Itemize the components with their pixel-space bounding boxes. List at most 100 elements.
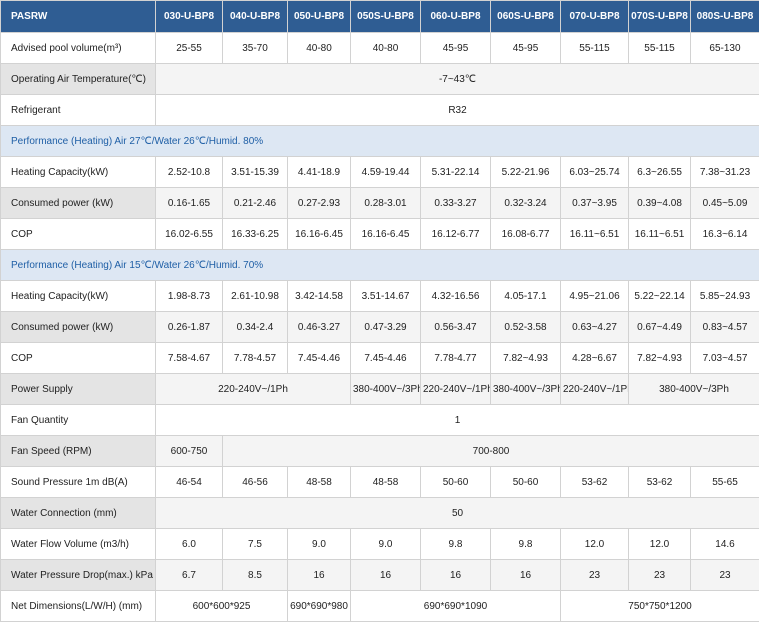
spec-value: 7.78-4.77 xyxy=(420,342,491,374)
spec-label: Power Supply xyxy=(0,373,156,405)
spec-row: Refrigerant R32 xyxy=(0,94,759,126)
spec-value: 55-65 xyxy=(690,466,759,498)
spec-value: 9.8 xyxy=(490,528,561,560)
spec-value: 0.16-1.65 xyxy=(155,187,223,219)
spec-row: Power Supply 220-240V~/1Ph 380-400V~/3Ph 22… xyxy=(0,373,759,405)
spec-value: 55-115 xyxy=(560,32,629,64)
spec-value: 1 xyxy=(155,404,759,436)
spec-value: 4.95~21.06 xyxy=(560,280,629,312)
spec-value: 750*750*1200 xyxy=(560,590,759,622)
header-title: PASRW xyxy=(0,0,156,33)
spec-value: 53-62 xyxy=(628,466,691,498)
spec-value: 16 xyxy=(350,559,421,591)
spec-row: Water Connection (mm) 50 xyxy=(0,497,759,529)
spec-value: 16.08-6.77 xyxy=(490,218,561,250)
spec-row: COP 16.02-6.55 16.33-6.25 16.16-6.45 16.16-6… xyxy=(0,218,759,250)
spec-value: 55-115 xyxy=(628,32,691,64)
spec-value: 16.16-6.45 xyxy=(287,218,351,250)
spec-value: 16.16-6.45 xyxy=(350,218,421,250)
spec-value: 0.39~4.08 xyxy=(628,187,691,219)
spec-value: 50-60 xyxy=(420,466,491,498)
spec-value: 16.3~6.14 xyxy=(690,218,759,250)
spec-label: Net Dimensions(L/W/H) (mm) xyxy=(0,590,156,622)
spec-value: 0.83~4.57 xyxy=(690,311,759,343)
spec-value: 40-80 xyxy=(287,32,351,64)
spec-value: 0.27-2.93 xyxy=(287,187,351,219)
spec-value: 0.63~4.27 xyxy=(560,311,629,343)
model-name: 040-U-BP8 xyxy=(222,0,288,33)
spec-label: Advised pool volume(m³) xyxy=(0,32,156,64)
model-name: 060S-U-BP8 xyxy=(490,0,561,33)
spec-value: 35-70 xyxy=(222,32,288,64)
spec-value: 2.52-10.8 xyxy=(155,156,223,188)
spec-value: 600-750 xyxy=(155,435,223,467)
spec-value: 2.61-10.98 xyxy=(222,280,288,312)
spec-row: Water Flow Volume (m3/h) 6.0 7.5 9.0 9.0 9.8 9… xyxy=(0,528,759,560)
spec-value: 380-400V~/3Ph xyxy=(490,373,561,405)
spec-value: 16.12-6.77 xyxy=(420,218,491,250)
spec-value: 4.41-18.9 xyxy=(287,156,351,188)
spec-value: 0.37~3.95 xyxy=(560,187,629,219)
spec-value: 16 xyxy=(490,559,561,591)
spec-row: Heating Capacity(kW) 2.52-10.8 3.51-15.39 4… xyxy=(0,156,759,188)
spec-row: Consumed power (kW) 0.16-1.65 0.21-2.46 0.2… xyxy=(0,187,759,219)
spec-value: 25-55 xyxy=(155,32,223,64)
spec-label: Operating Air Temperature(℃) xyxy=(0,63,156,95)
spec-value: 220-240V~/1Ph xyxy=(560,373,629,405)
spec-value: 5.22-21.96 xyxy=(490,156,561,188)
model-name: 080S-U-BP8 xyxy=(690,0,759,33)
spec-label: Fan Speed (RPM) xyxy=(0,435,156,467)
spec-value: 6.7 xyxy=(155,559,223,591)
spec-value: 4.28~6.67 xyxy=(560,342,629,374)
spec-value: 23 xyxy=(560,559,629,591)
spec-value: 0.34-2.4 xyxy=(222,311,288,343)
spec-value: 7.38~31.23 xyxy=(690,156,759,188)
spec-value: 53-62 xyxy=(560,466,629,498)
spec-value: 690*690*980 xyxy=(287,590,351,622)
spec-value: 7.82~4.93 xyxy=(490,342,561,374)
spec-row: Advised pool volume(m³) 25-55 35-70 40-80 40… xyxy=(0,32,759,64)
spec-row: Consumed power (kW) 0.26-1.87 0.34-2.4 0.46… xyxy=(0,311,759,343)
spec-value: 50-60 xyxy=(490,466,561,498)
spec-value: 4.59-19.44 xyxy=(350,156,421,188)
spec-value: 9.0 xyxy=(350,528,421,560)
spec-row: Water Pressure Drop(max.) kPa 6.7 8.5 16 16 1… xyxy=(0,559,759,591)
spec-value: 45-95 xyxy=(490,32,561,64)
spec-value: 50 xyxy=(155,497,759,529)
spec-value: 0.67~4.49 xyxy=(628,311,691,343)
model-name: 070-U-BP8 xyxy=(560,0,629,33)
spec-value: 40-80 xyxy=(350,32,421,64)
header-row: PASRW 030-U-BP8 040-U-BP8 050-U-BP8 050S-U-B… xyxy=(0,0,759,33)
spec-value: 690*690*1090 xyxy=(350,590,561,622)
spec-label: Water Pressure Drop(max.) kPa xyxy=(0,559,156,591)
spec-value: 5.22~22.14 xyxy=(628,280,691,312)
spec-value: 0.47-3.29 xyxy=(350,311,421,343)
spec-value: 7.58-4.67 xyxy=(155,342,223,374)
spec-label: Water Flow Volume (m3/h) xyxy=(0,528,156,560)
spec-label: Heating Capacity(kW) xyxy=(0,156,156,188)
section-title: Performance (Heating) Air 15℃/Water 26℃/… xyxy=(0,249,759,281)
spec-value: 45-95 xyxy=(420,32,491,64)
spec-value: 16 xyxy=(420,559,491,591)
spec-value: 4.05-17.1 xyxy=(490,280,561,312)
section-row: Performance (Heating) Air 27℃/Water 26℃/… xyxy=(0,125,759,157)
spec-value: 7.03~4.57 xyxy=(690,342,759,374)
spec-value: 380-400V~/3Ph xyxy=(350,373,421,405)
spec-value: 7.45-4.46 xyxy=(287,342,351,374)
spec-row: Operating Air Temperature(℃) -7~43℃ xyxy=(0,63,759,95)
spec-value: 48-58 xyxy=(350,466,421,498)
spec-value: 65-130 xyxy=(690,32,759,64)
spec-label: Water Connection (mm) xyxy=(0,497,156,529)
spec-value: 12.0 xyxy=(628,528,691,560)
spec-value: 3.42-14.58 xyxy=(287,280,351,312)
spec-value: 700-800 xyxy=(222,435,759,467)
spec-value: 0.28-3.01 xyxy=(350,187,421,219)
spec-value: 5.31-22.14 xyxy=(420,156,491,188)
spec-label: COP xyxy=(0,218,156,250)
spec-value: 46-56 xyxy=(222,466,288,498)
spec-value: 23 xyxy=(628,559,691,591)
spec-row: Sound Pressure 1m dB(A) 46-54 46-56 48-58 48… xyxy=(0,466,759,498)
spec-value: 3.51-15.39 xyxy=(222,156,288,188)
